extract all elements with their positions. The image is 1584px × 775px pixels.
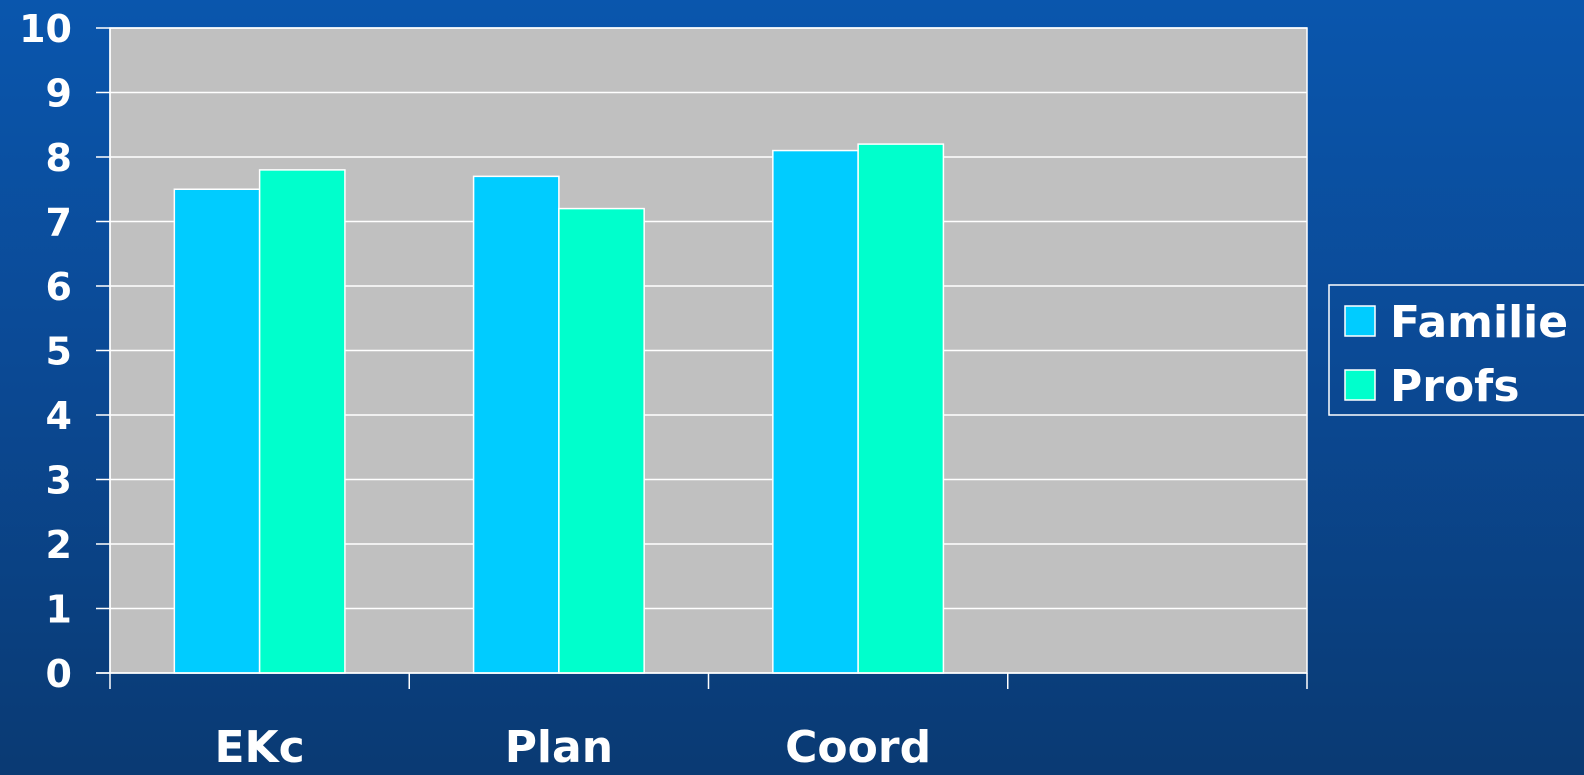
y-tick-label: 5 — [46, 330, 72, 374]
bar-familie-plan — [472, 175, 560, 674]
y-tick-label: 6 — [46, 265, 72, 309]
x-category-label: Plan — [505, 722, 613, 773]
x-axis-labels: EKc Plan Coord — [215, 722, 932, 773]
y-tick-label: 2 — [46, 523, 72, 567]
legend-label: Profs — [1390, 361, 1520, 412]
y-tick-label: 10 — [19, 7, 72, 51]
bar-familie-coord — [772, 149, 859, 674]
y-tick-label: 0 — [46, 652, 72, 696]
x-category-label: Coord — [785, 722, 931, 773]
bar-familie-ekc — [173, 188, 261, 674]
bar-profs-plan — [558, 207, 645, 674]
y-tick-label: 1 — [46, 588, 72, 632]
legend-swatch — [1344, 369, 1376, 401]
y-tick-label: 9 — [46, 72, 72, 116]
y-tick-label: 8 — [46, 136, 72, 180]
x-category-label: EKc — [215, 722, 305, 773]
bar-profs-coord — [857, 143, 945, 674]
y-tick-label: 4 — [46, 394, 72, 438]
y-tick-label: 7 — [46, 201, 72, 245]
y-tick-label: 3 — [46, 459, 72, 503]
bar-profs-ekc — [258, 169, 346, 674]
legend-label: Familie — [1390, 297, 1568, 348]
legend: Familie Profs — [1328, 284, 1584, 416]
legend-box — [1328, 284, 1584, 416]
y-axis-ticks: 0 1 2 3 4 5 6 7 8 9 10 — [19, 7, 72, 696]
bars — [173, 143, 945, 674]
legend-swatch — [1344, 305, 1376, 337]
axes — [96, 27, 1308, 689]
